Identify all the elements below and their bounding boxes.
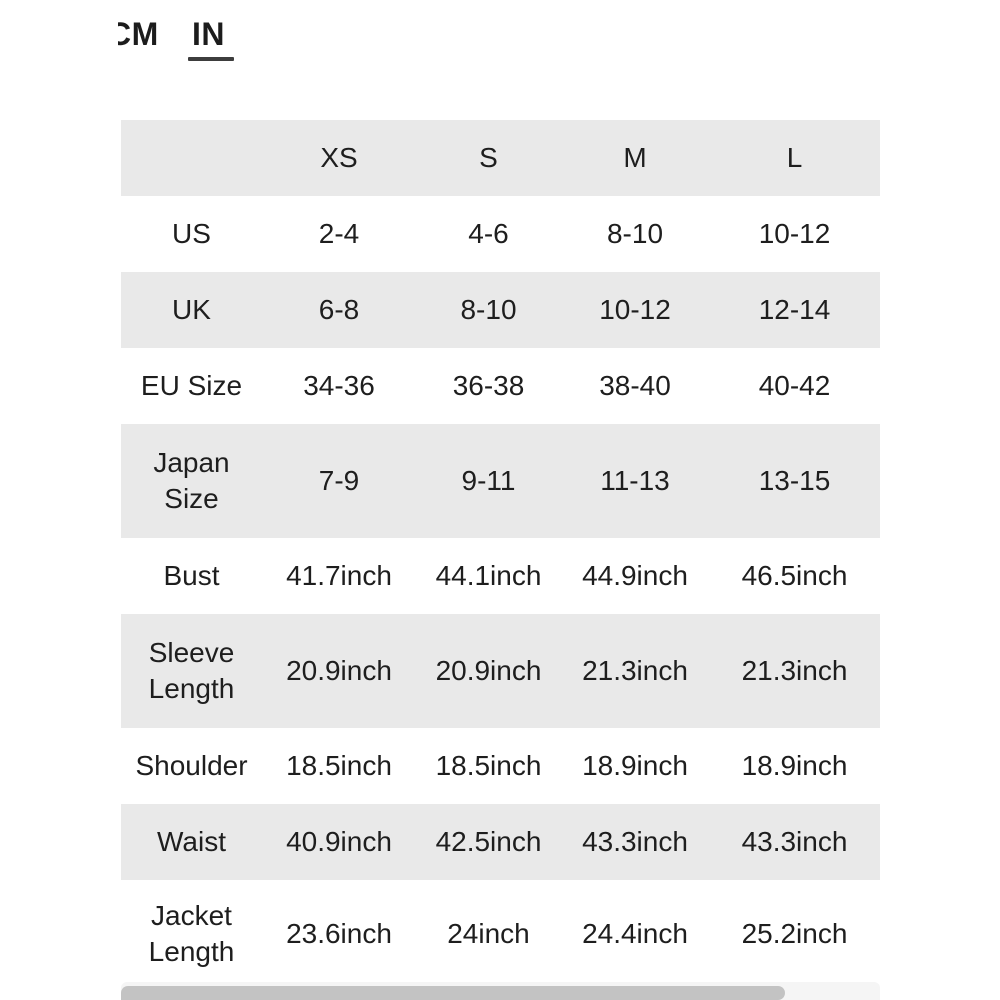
tab-in-label: IN xyxy=(192,16,225,52)
header-cell-l: L xyxy=(786,142,803,173)
table-cell: 11-13 xyxy=(600,465,670,496)
table-cell: 40.9inch xyxy=(286,826,392,857)
table-row-bust: Bust 41.7inch 44.1inch 44.9inch 46.5inch xyxy=(121,538,880,614)
table-cell: 21.3inch xyxy=(582,655,688,686)
header-cell-empty xyxy=(121,120,262,196)
table-cell: 18.9inch xyxy=(741,750,848,781)
row-label: Waist xyxy=(157,826,226,858)
row-label: EU Size xyxy=(140,370,243,402)
table-cell: 13-15 xyxy=(758,465,831,496)
table-cell: 42.5inch xyxy=(435,826,542,857)
table-cell: 12-14 xyxy=(758,294,831,325)
table-cell: 24inch xyxy=(447,918,530,949)
row-label: UK xyxy=(172,294,211,326)
horizontal-scrollbar-track[interactable] xyxy=(121,982,880,1000)
table-cell: 41.7inch xyxy=(286,560,392,591)
size-chart-table: XS S M L US 2-4 4-6 8-10 10-12 UK 6-8 8-… xyxy=(121,120,880,988)
table-cell: 38-40 xyxy=(599,370,671,401)
table-cell: 20.9inch xyxy=(435,655,542,686)
unit-tab-bar: CM IN xyxy=(0,0,1000,90)
table-cell: 25.2inch xyxy=(741,918,848,949)
table-cell: 9-11 xyxy=(461,465,516,496)
row-label: Bust xyxy=(163,560,220,592)
tab-cm-label: CM xyxy=(118,16,159,52)
row-label: Shoulder xyxy=(135,750,248,782)
table-row-eu-size: EU Size 34-36 36-38 38-40 40-42 xyxy=(121,348,880,424)
table-row-us: US 2-4 4-6 8-10 10-12 xyxy=(121,196,880,272)
table-cell: 43.3inch xyxy=(582,826,688,857)
table-row-sleeve-length: Sleeve Length 20.9inch 20.9inch 21.3inch… xyxy=(121,614,880,728)
table-cell: 46.5inch xyxy=(741,560,848,591)
tab-cm[interactable]: CM xyxy=(118,16,159,61)
table-cell: 6-8 xyxy=(318,294,360,325)
table-cell: 44.9inch xyxy=(582,560,688,591)
table-cell: 10-12 xyxy=(599,294,671,325)
table-row-shoulder: Shoulder 18.5inch 18.5inch 18.9inch 18.9… xyxy=(121,728,880,804)
row-label: Jacket Length xyxy=(148,900,235,967)
table-cell: 21.3inch xyxy=(741,655,848,686)
table-cell: 23.6inch xyxy=(286,918,392,949)
table-row-uk: UK 6-8 8-10 10-12 12-14 xyxy=(121,272,880,348)
table-cell: 34-36 xyxy=(303,370,375,401)
table-cell: 20.9inch xyxy=(286,655,392,686)
table-cell: 40-42 xyxy=(758,370,831,401)
table-header-row: XS S M L xyxy=(121,120,880,196)
table-cell: 24.4inch xyxy=(582,918,688,949)
table-cell: 36-38 xyxy=(452,370,525,401)
table-cell: 7-9 xyxy=(318,465,360,496)
tab-in[interactable]: IN xyxy=(188,16,234,61)
table-cell: 8-10 xyxy=(606,218,664,249)
row-label: Sleeve Length xyxy=(148,637,235,704)
header-cell-xs: XS xyxy=(320,142,358,173)
table-cell: 44.1inch xyxy=(435,560,542,591)
table-row-waist: Waist 40.9inch 42.5inch 43.3inch 43.3inc… xyxy=(121,804,880,880)
row-label: Japan Size xyxy=(153,447,230,514)
table-cell: 43.3inch xyxy=(741,826,848,857)
row-label: US xyxy=(172,218,211,250)
table-cell: 18.5inch xyxy=(286,750,392,781)
table-row-jacket-length: Jacket Length 23.6inch 24inch 24.4inch 2… xyxy=(121,880,880,988)
header-cell-s: S xyxy=(479,142,498,173)
table-cell: 18.9inch xyxy=(582,750,688,781)
active-tab-indicator xyxy=(188,57,234,61)
table-cell: 10-12 xyxy=(758,218,831,249)
table-cell: 2-4 xyxy=(318,218,360,249)
header-cell-m: M xyxy=(623,142,647,173)
horizontal-scrollbar-thumb[interactable] xyxy=(121,986,785,1000)
table-cell: 18.5inch xyxy=(435,750,542,781)
table-cell: 4-6 xyxy=(468,218,509,249)
table-cell: 8-10 xyxy=(460,294,517,325)
table-row-japan-size: Japan Size 7-9 9-11 11-13 13-15 xyxy=(121,424,880,538)
tab-cm-clip: CM xyxy=(118,16,159,53)
